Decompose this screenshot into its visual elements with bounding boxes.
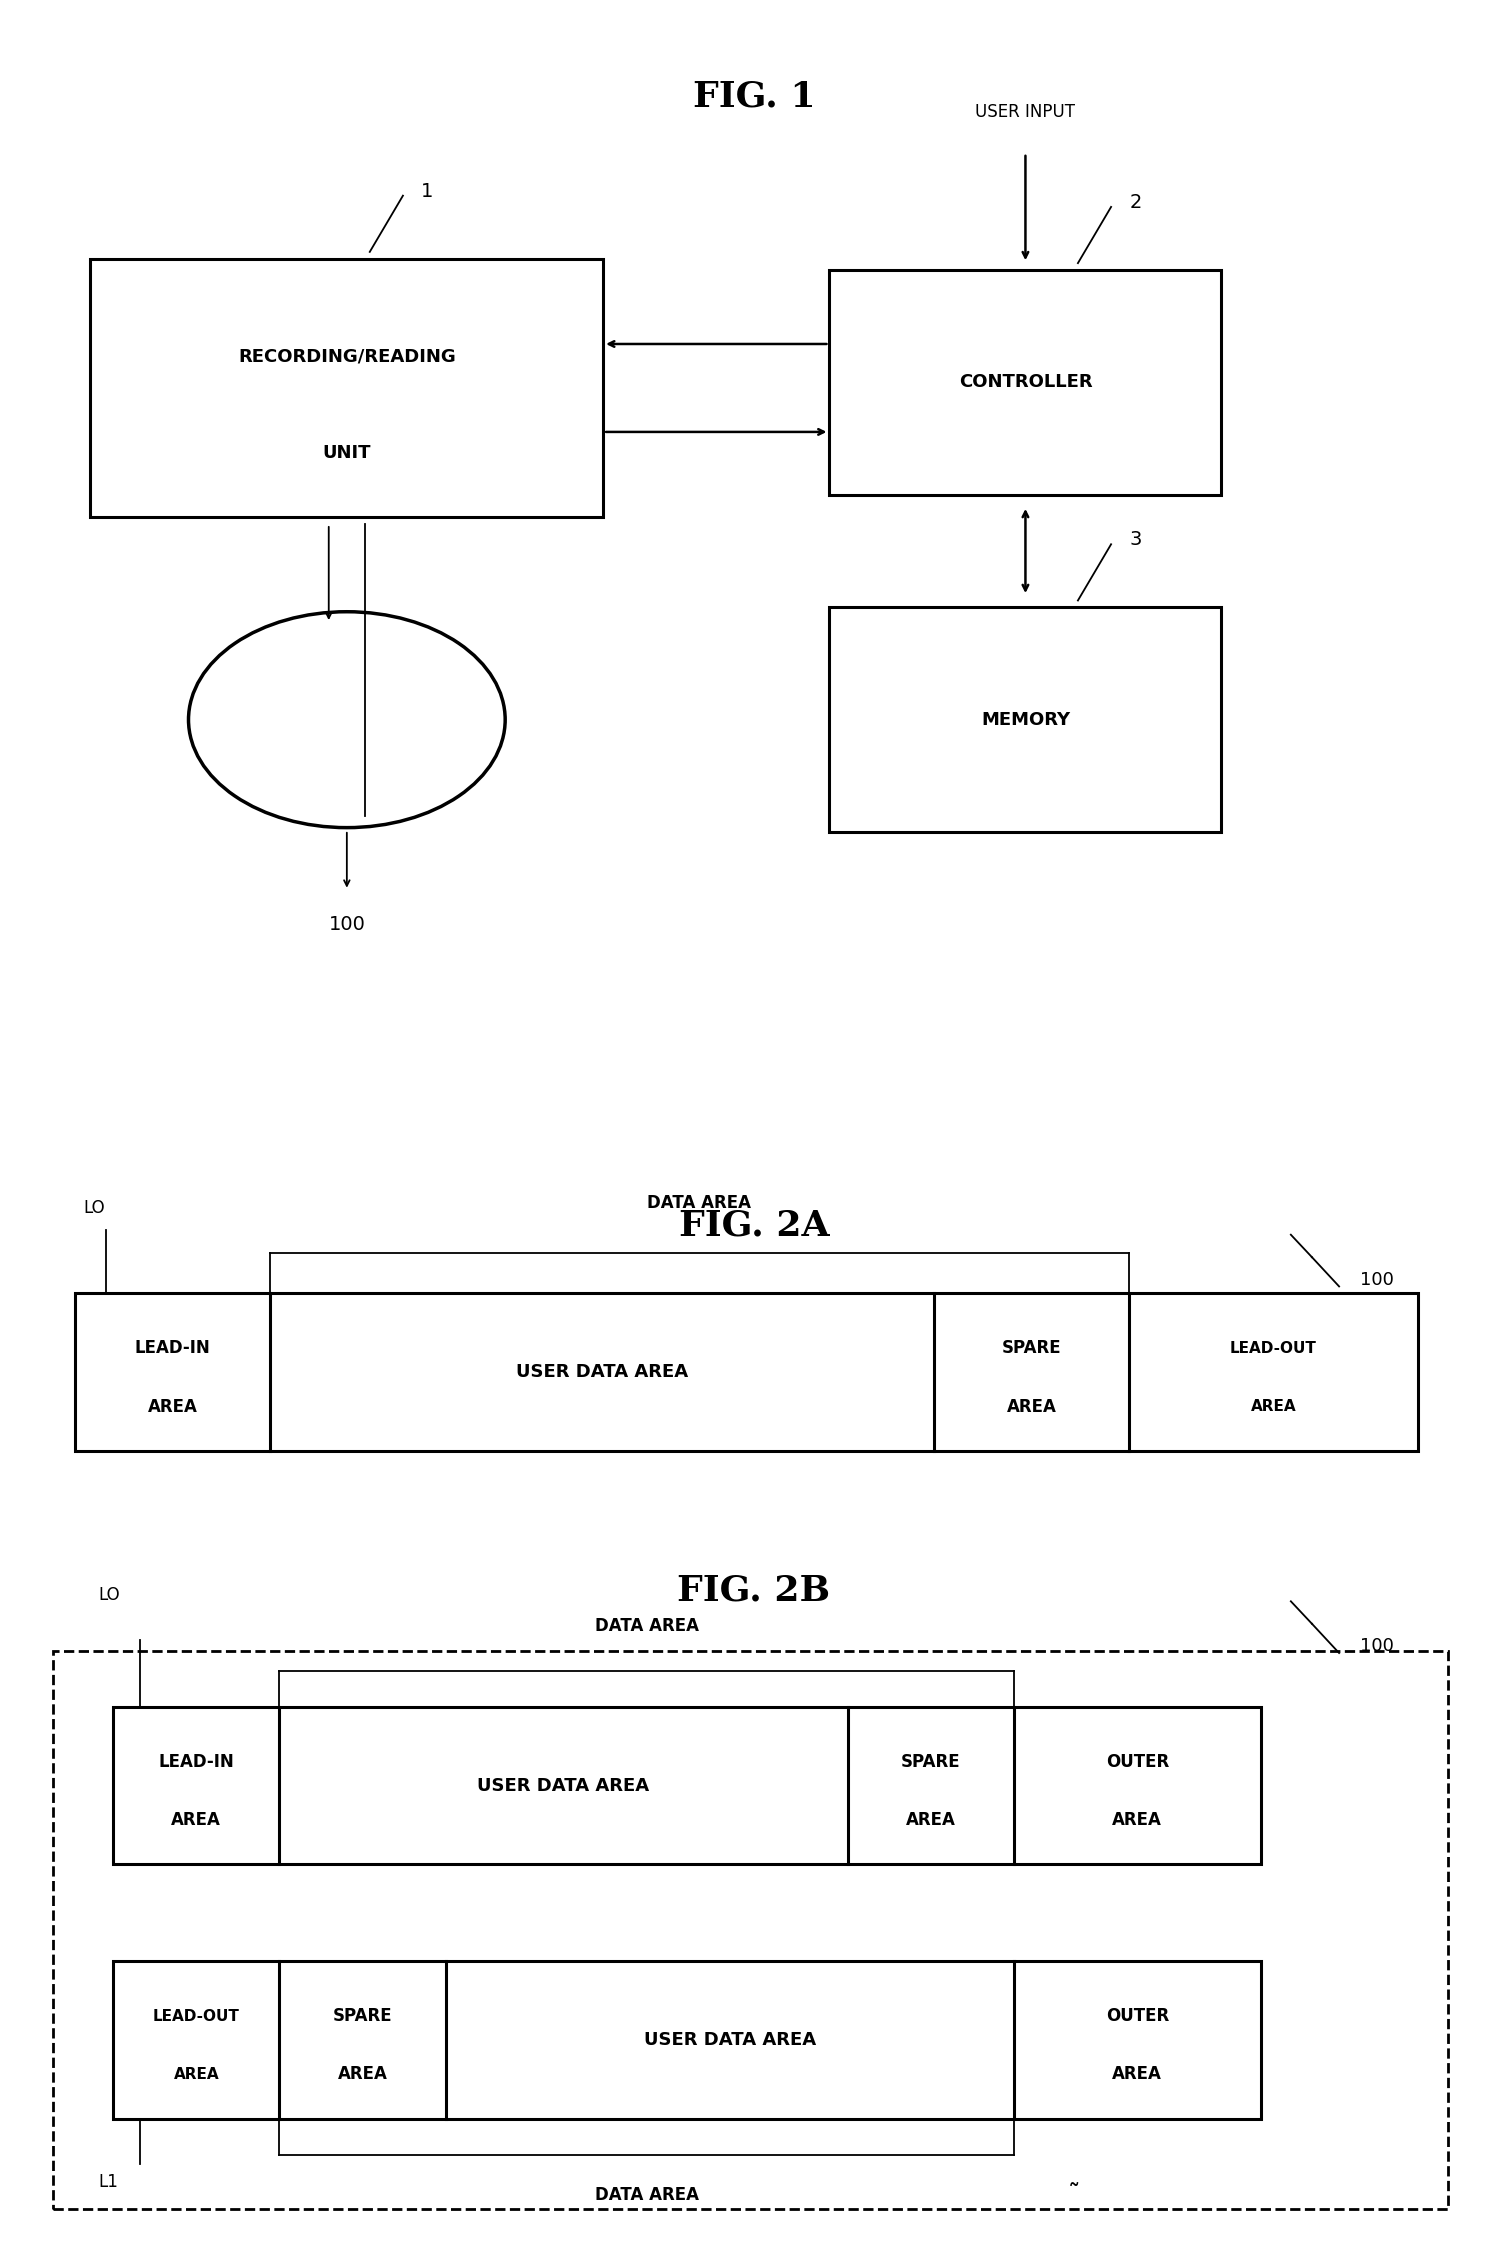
Text: AREA: AREA [1113, 1810, 1163, 1828]
Text: FIG. 2A: FIG. 2A [679, 1208, 829, 1244]
Text: SPARE: SPARE [333, 2006, 392, 2026]
Text: LEAD-IN: LEAD-IN [158, 1752, 234, 1772]
Text: AREA: AREA [906, 1810, 956, 1828]
Text: LEAD-IN: LEAD-IN [134, 1338, 211, 1358]
Text: UNIT: UNIT [323, 443, 371, 461]
Text: FIG. 1: FIG. 1 [692, 79, 816, 115]
Text: DATA AREA: DATA AREA [594, 1617, 698, 1635]
Text: DATA AREA: DATA AREA [594, 2186, 698, 2204]
Text: DATA AREA: DATA AREA [647, 1194, 751, 1212]
Text: 100: 100 [1360, 1271, 1393, 1289]
Text: SPARE: SPARE [900, 1752, 961, 1772]
Text: AREA: AREA [172, 1810, 222, 1828]
Text: 2: 2 [1129, 193, 1142, 211]
Bar [829, 270, 1221, 495]
Text: OUTER: OUTER [1105, 1752, 1169, 1772]
Text: RECORDING/READING: RECORDING/READING [238, 349, 455, 367]
Text: AREA: AREA [1113, 2065, 1163, 2083]
Text: 1: 1 [421, 182, 433, 200]
Text: 3: 3 [1129, 531, 1142, 549]
Text: LEAD-OUT: LEAD-OUT [152, 2008, 240, 2024]
Bar [113, 1707, 1261, 1864]
Text: SPARE: SPARE [1001, 1338, 1062, 1358]
Text: OUTER: OUTER [1105, 2006, 1169, 2026]
Bar [113, 1961, 1261, 2119]
Text: AREA: AREA [338, 2065, 388, 2083]
Bar [53, 1651, 1448, 2209]
Text: LO: LO [83, 1199, 104, 1217]
Text: CONTROLLER: CONTROLLER [959, 373, 1092, 391]
Bar [90, 259, 603, 517]
Ellipse shape [188, 612, 505, 828]
Text: FIG. 2B: FIG. 2B [677, 1572, 831, 1608]
Text: LEAD-OUT: LEAD-OUT [1231, 1340, 1316, 1356]
Text: AREA: AREA [1007, 1397, 1057, 1415]
Text: USER INPUT: USER INPUT [976, 103, 1075, 121]
Text: 100: 100 [329, 915, 365, 933]
Text: 100: 100 [1360, 1637, 1393, 1655]
Bar [829, 607, 1221, 832]
Text: AREA: AREA [1250, 1399, 1295, 1415]
Bar [75, 1293, 1418, 1451]
Text: L1: L1 [98, 2173, 118, 2191]
Text: MEMORY: MEMORY [980, 711, 1071, 729]
Text: USER DATA AREA: USER DATA AREA [478, 1777, 650, 1795]
Text: USER DATA AREA: USER DATA AREA [516, 1363, 688, 1381]
Text: AREA: AREA [148, 1397, 198, 1415]
Text: LO: LO [98, 1586, 119, 1604]
Text: AREA: AREA [173, 2067, 219, 2083]
Text: ˜: ˜ [1068, 2184, 1080, 2206]
Text: USER DATA AREA: USER DATA AREA [644, 2031, 816, 2049]
